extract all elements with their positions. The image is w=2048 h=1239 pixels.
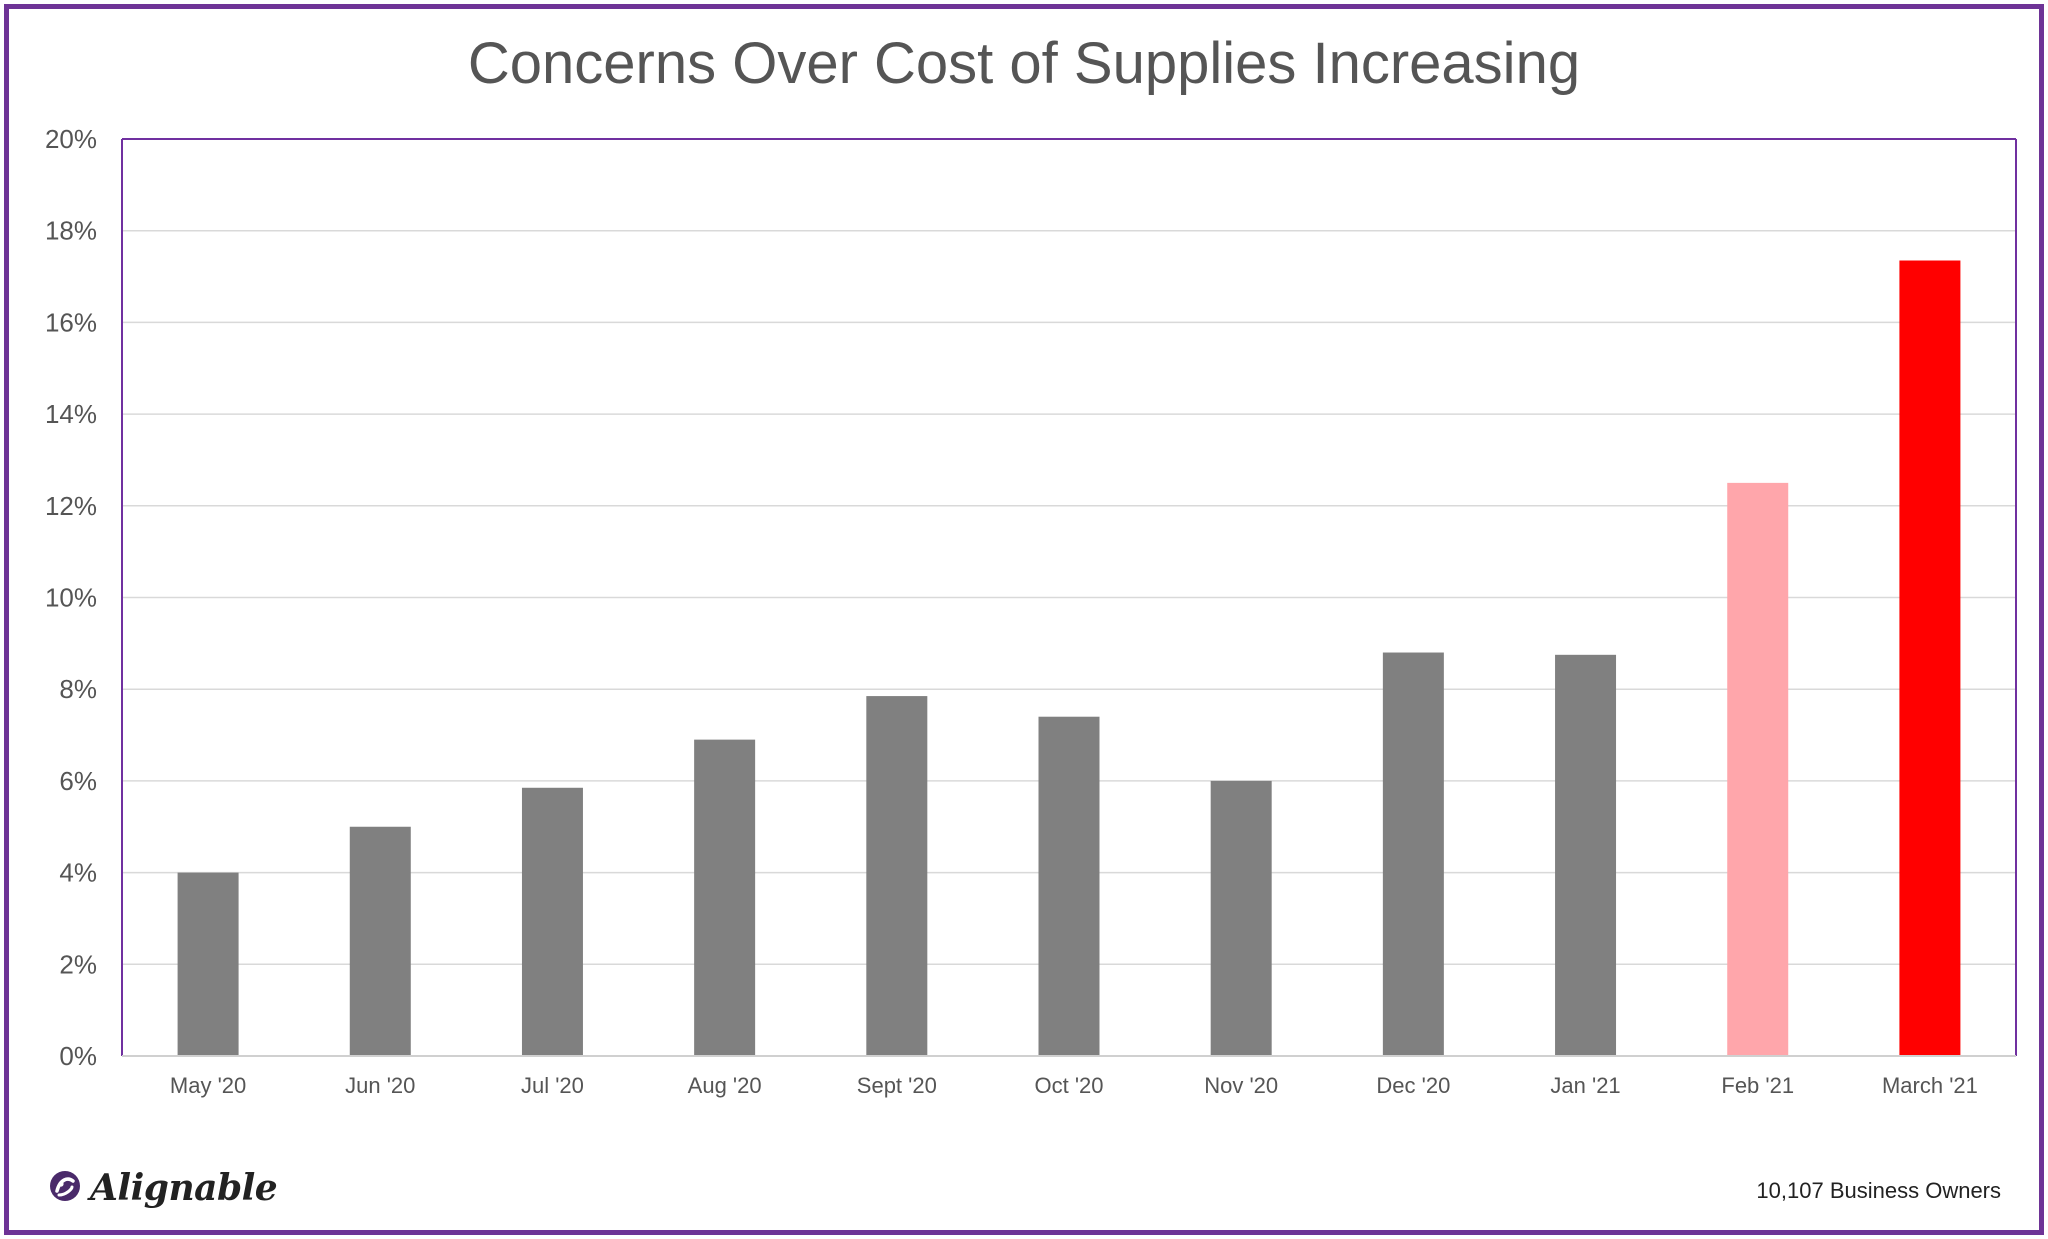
bar (1210, 780, 1272, 1056)
alignable-logo: Alignable (48, 1166, 278, 1210)
y-tick-label: 14% (45, 399, 97, 429)
bar (521, 787, 583, 1056)
chart-frame (4, 4, 2044, 1235)
x-tick-label: Sept '20 (857, 1073, 937, 1098)
alignable-logo-text: Alignable (90, 1167, 278, 1209)
x-tick-label: Oct '20 (1034, 1073, 1103, 1098)
alignable-logo-icon (48, 1169, 82, 1208)
y-tick-label: 2% (59, 949, 97, 979)
x-tick-label: Dec '20 (1376, 1073, 1450, 1098)
sample-size-note: 10,107 Business Owners (1756, 1178, 2001, 1203)
bar (1727, 482, 1789, 1056)
y-tick-label: 20% (45, 124, 97, 154)
bar (177, 872, 239, 1056)
x-tick-label: March '21 (1882, 1073, 1978, 1098)
y-tick-label: 4% (59, 858, 97, 888)
y-tick-label: 16% (45, 307, 97, 337)
y-tick-label: 12% (45, 491, 97, 521)
x-tick-label: Jan '21 (1550, 1073, 1620, 1098)
y-tick-label: 18% (45, 216, 97, 246)
x-tick-label: Nov '20 (1204, 1073, 1278, 1098)
x-tick-label: Jun '20 (345, 1073, 415, 1098)
y-tick-label: 6% (59, 766, 97, 796)
y-tick-label: 10% (45, 583, 97, 613)
chart-title: Concerns Over Cost of Supplies Increasin… (467, 31, 1581, 96)
x-tick-label: Jul '20 (521, 1073, 584, 1098)
bar (1382, 652, 1444, 1056)
bar (1899, 260, 1961, 1056)
bar (694, 739, 756, 1056)
bar (1038, 716, 1100, 1056)
y-tick-label: 8% (59, 674, 97, 704)
x-tick-label: May '20 (170, 1073, 246, 1098)
y-tick-label: 0% (59, 1041, 97, 1071)
x-tick-label: Feb '21 (1721, 1073, 1794, 1098)
bar (866, 696, 928, 1056)
bar (1555, 654, 1617, 1056)
bar (349, 826, 411, 1056)
x-tick-label: Aug '20 (688, 1073, 762, 1098)
